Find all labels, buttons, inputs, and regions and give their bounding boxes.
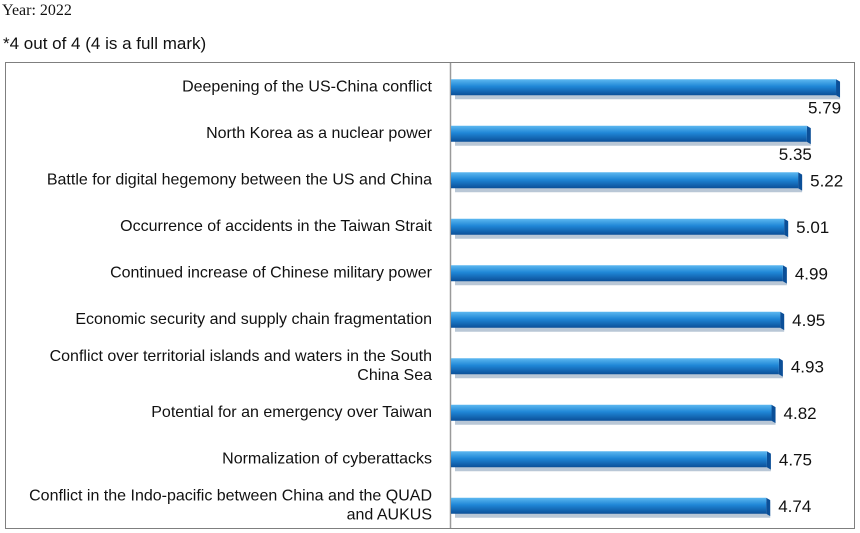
value-label: 5.22 [810,171,843,190]
category-label: Normalization of cyberattacks [222,450,432,467]
bar-face [451,126,807,142]
category-label: Occurrence of accidents in the Taiwan St… [120,218,432,235]
bar-7 [451,405,776,425]
bar-end [836,79,840,97]
value-label: 4.93 [791,357,824,376]
bar-4 [451,265,787,285]
bar-2 [451,172,802,192]
bar-end [784,219,788,237]
bar-face [451,79,836,95]
bar-end [780,312,784,330]
category-label: Conflict over territorial islands and wa… [50,348,433,384]
bar-1 [451,126,811,146]
category-label: Economic security and supply chain fragm… [75,311,432,328]
category-label: Potential for an emergency over Taiwan [151,404,432,421]
bar-face [451,451,767,467]
bar-0 [451,79,840,99]
bar-face [451,358,779,374]
category-label: Deepening of the US-China conflict [182,78,432,95]
category-label: North Korea as a nuclear power [206,125,433,142]
bar-end [779,358,783,376]
bar-end [798,172,802,190]
value-label: 4.95 [792,311,825,330]
bar-chart: 5.79 Deepening of the US-China conflict 5.… [0,0,860,533]
bar-end [783,265,787,283]
value-label: 4.75 [779,450,812,469]
value-label: 4.74 [778,497,811,516]
value-label: 5.01 [796,218,829,237]
bar-9 [451,498,770,518]
bar-3 [451,219,788,239]
category-label: Conflict in the Indo-pacific between Chi… [29,487,432,523]
bar-face [451,312,780,328]
bar-8 [451,451,771,471]
value-label: 5.79 [808,98,841,117]
category-label: Continued increase of Chinese military p… [110,264,433,281]
bar-face [451,405,772,421]
bar-end [767,451,771,469]
value-label: 5.35 [779,145,812,164]
bar-face [451,219,784,235]
bar-6 [451,358,783,378]
bar-face [451,265,783,281]
category-label: Battle for digital hegemony between the … [47,171,432,188]
bar-5 [451,312,784,332]
bar-face [451,172,798,188]
bar-end [766,498,770,516]
bar-end [772,405,776,423]
bar-face [451,498,766,514]
bar-end [807,126,811,144]
value-label: 4.99 [795,264,828,283]
value-label: 4.82 [784,404,817,423]
